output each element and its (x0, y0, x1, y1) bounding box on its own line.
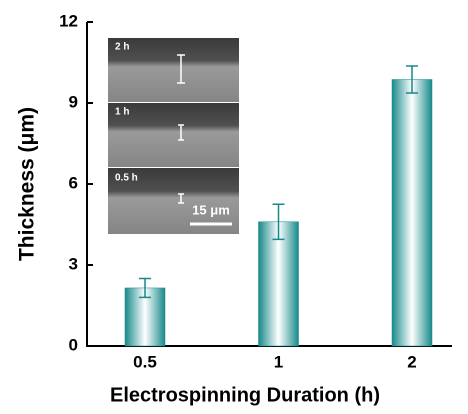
y-tick-label: 6 (69, 173, 78, 192)
x-tick-label: 0.5 (133, 352, 157, 371)
inset: 2 h 1 h 0.5 h 15 μm (108, 38, 239, 234)
panel-label: 0.5 h (115, 173, 138, 184)
x-tick-label: 2 (407, 352, 416, 371)
y-tick-label: 9 (69, 92, 78, 111)
x-tick-label: 1 (274, 352, 283, 371)
bar (259, 222, 299, 346)
x-axis-label: Electrospinning Duration (h) (110, 384, 380, 406)
panel-label: 2 h (115, 42, 129, 53)
y-tick-label: 0 (69, 335, 78, 354)
scale-bar-label: 15 μm (192, 202, 230, 217)
y-tick-label: 3 (69, 254, 78, 273)
y-axis-label: Thickness (μm) (16, 107, 39, 261)
panel-label: 1 h (115, 107, 129, 118)
y-tick-label: 12 (59, 11, 78, 30)
chart: Electrospinning Duration (h) Thickness (… (0, 0, 468, 409)
bar (392, 80, 432, 346)
